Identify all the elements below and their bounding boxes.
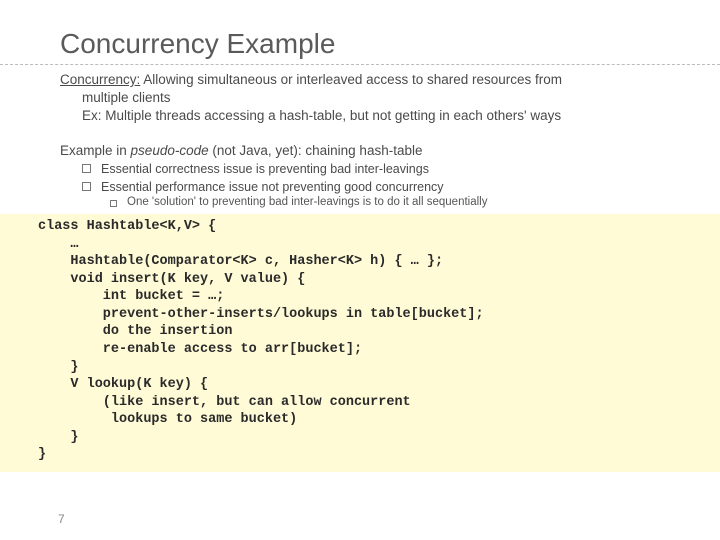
- slide-number: 7: [58, 512, 65, 526]
- bullet-item: Essential performance issue not preventi…: [0, 178, 720, 196]
- example-heading: Example in pseudo-code (not Java, yet): …: [0, 136, 720, 160]
- definition-text-1: Allowing simultaneous or interleaved acc…: [140, 72, 562, 87]
- slide-title: Concurrency Example: [0, 28, 720, 65]
- example-rest: (not Java, yet): chaining hash-table: [209, 143, 423, 158]
- definition-label: Concurrency:: [60, 72, 140, 87]
- definition-text-2: multiple clients: [60, 89, 660, 107]
- checkbox-icon: [110, 200, 117, 207]
- bullet-item: Essential correctness issue is preventin…: [0, 160, 720, 178]
- example-prefix: Example in: [60, 143, 131, 158]
- bullet-text: Essential performance issue not preventi…: [101, 178, 444, 196]
- definition-block: Concurrency: Allowing simultaneous or in…: [0, 65, 720, 126]
- sub-bullet-item: One 'solution' to preventing bad inter-l…: [0, 196, 720, 208]
- example-line: Ex: Multiple threads accessing a hash-ta…: [60, 107, 660, 125]
- slide-container: Concurrency Example Concurrency: Allowin…: [0, 0, 720, 472]
- bullet-text: Essential correctness issue is preventin…: [101, 160, 429, 178]
- checkbox-icon: [82, 182, 91, 191]
- example-italic: pseudo-code: [131, 143, 209, 158]
- sub-bullet-text: One 'solution' to preventing bad inter-l…: [127, 196, 487, 208]
- code-block: class Hashtable<K,V> { … Hashtable(Compa…: [0, 214, 720, 472]
- checkbox-icon: [82, 164, 91, 173]
